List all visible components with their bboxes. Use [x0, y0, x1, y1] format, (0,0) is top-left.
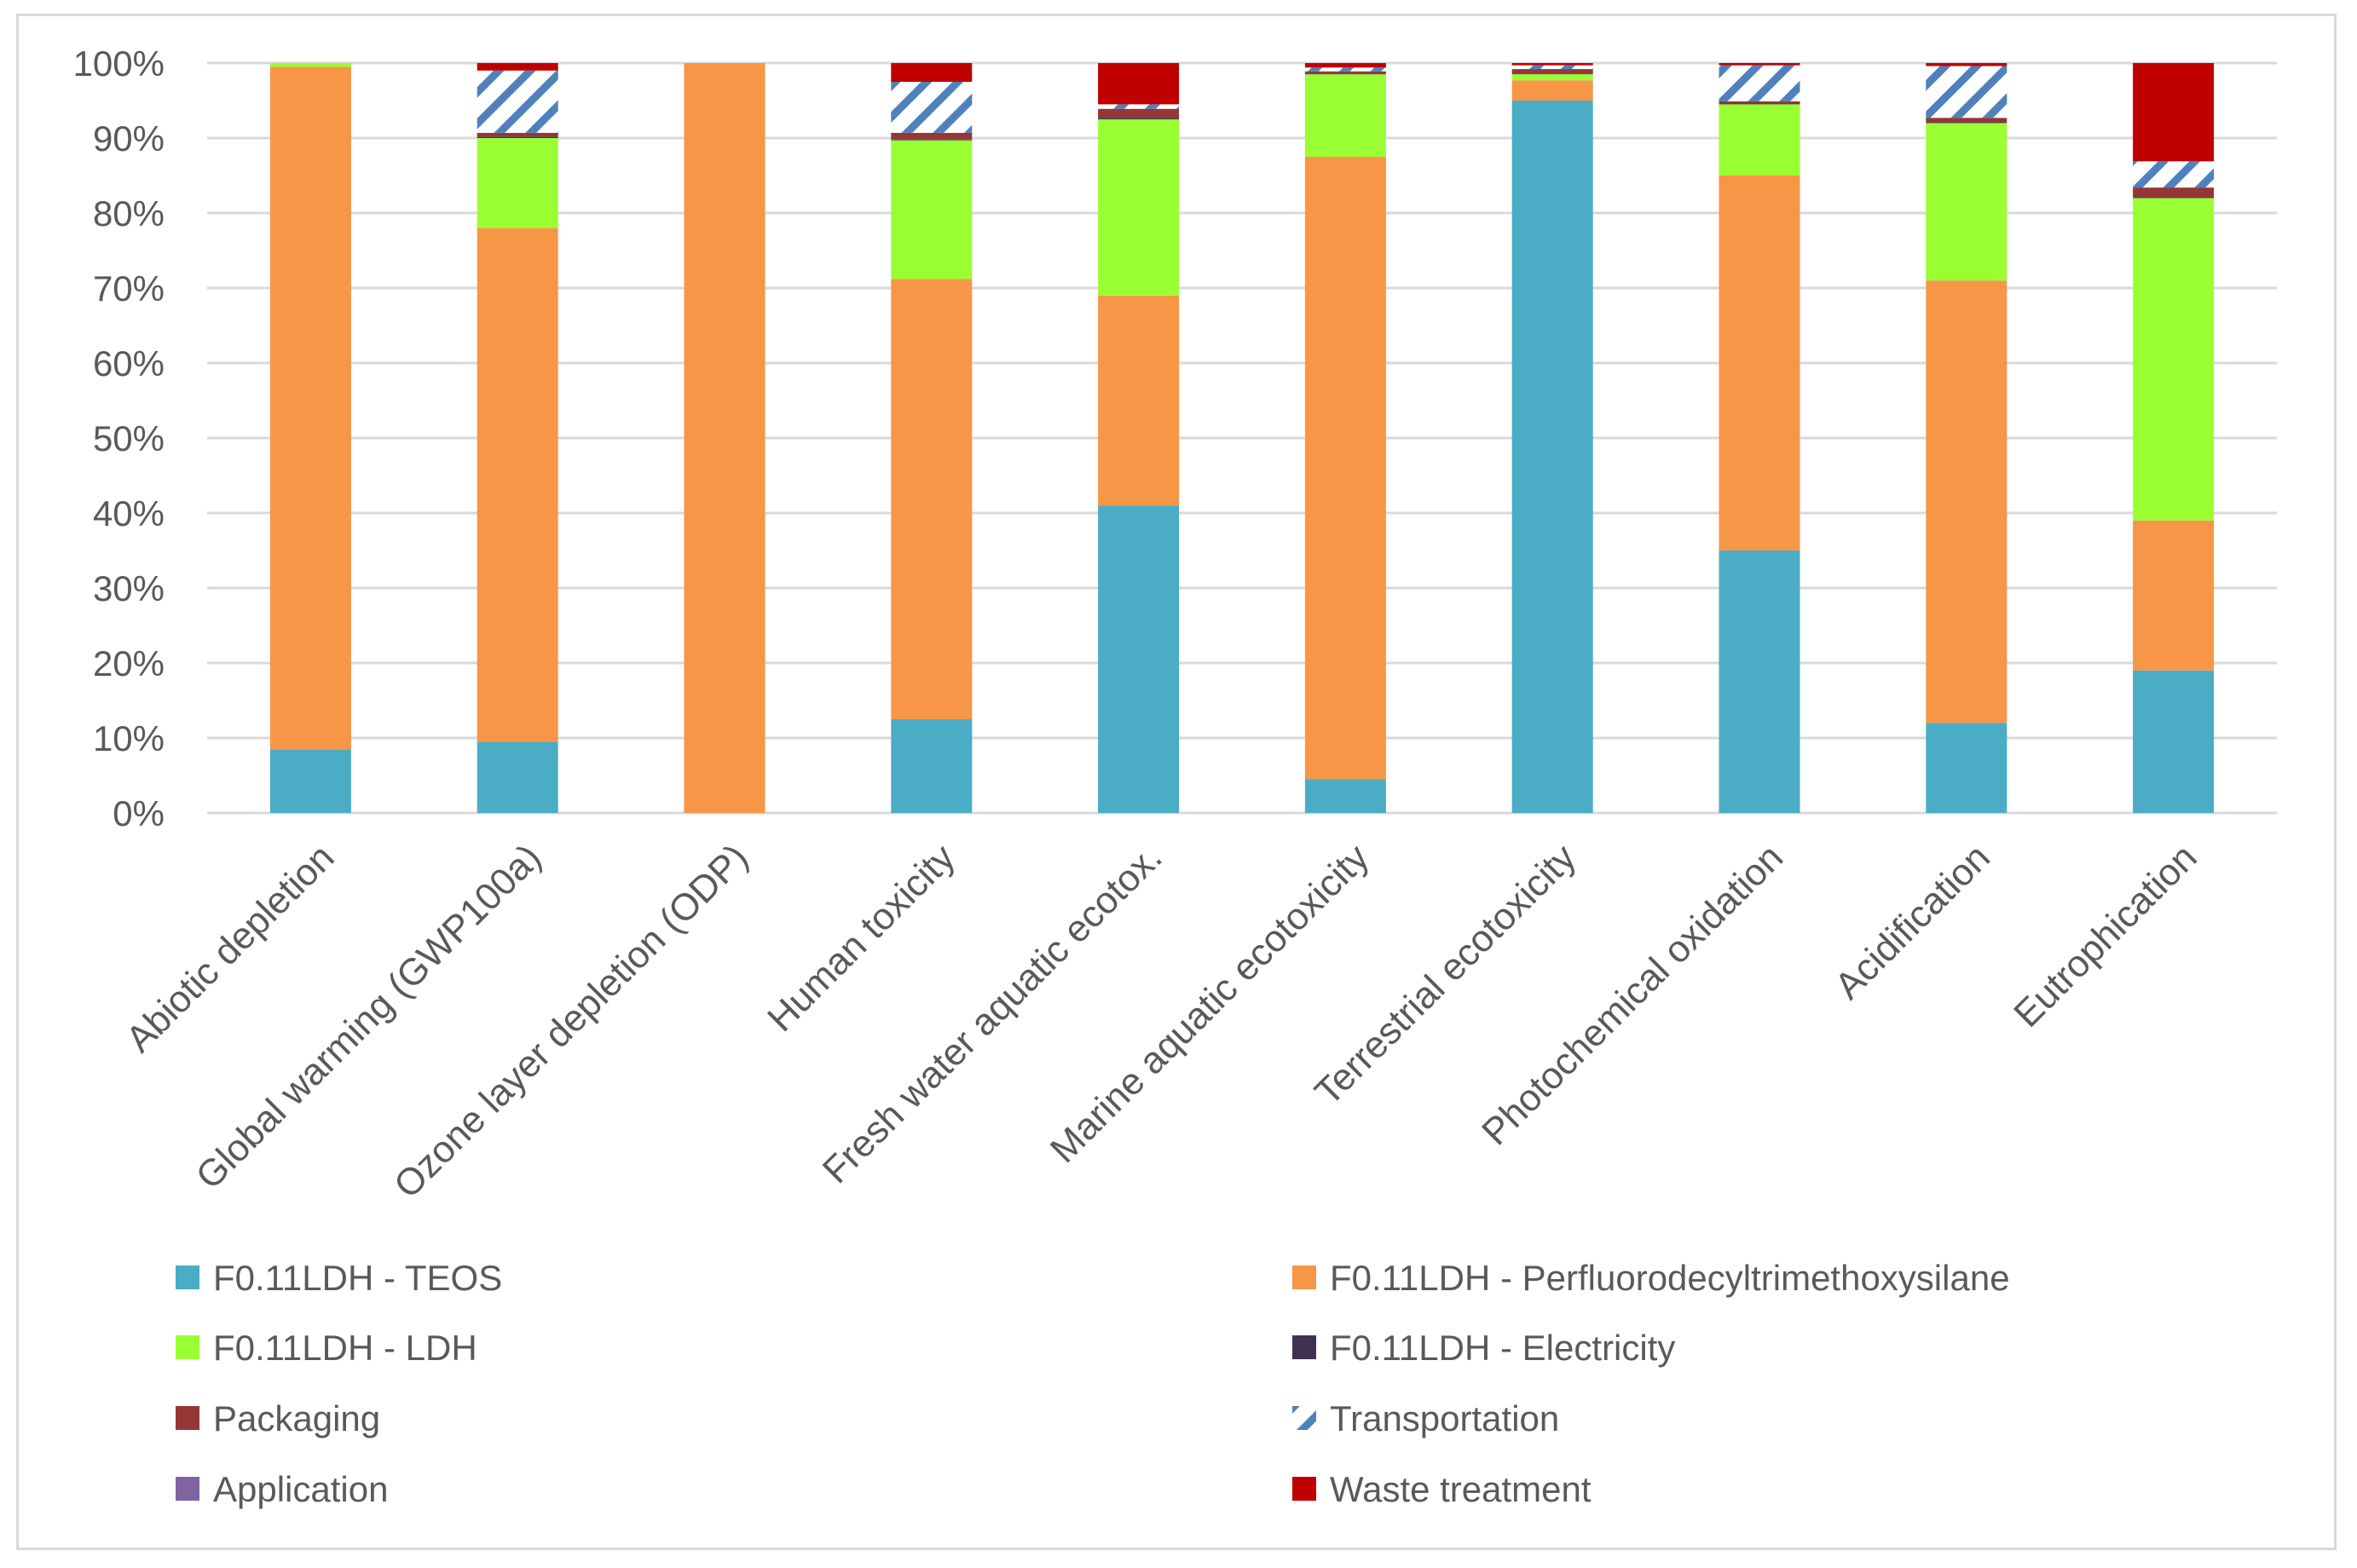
bar-segment: [1719, 551, 1800, 813]
bar-segment: [1304, 779, 1386, 813]
x-tick-label: Fresh water aquatic ecotox.: [815, 836, 1170, 1191]
bar-segment: [2133, 670, 2215, 813]
bar-segment: [1926, 63, 2007, 66]
bar-segment: [2133, 520, 2215, 671]
bar-segment: [1926, 123, 2007, 281]
legend-label: Application: [213, 1469, 388, 1509]
bar-segment: [1511, 63, 1593, 66]
bar-segment: [477, 63, 558, 71]
y-tick-label: 60%: [93, 343, 165, 383]
bar-segment: [1926, 66, 2007, 118]
bar-segment: [1304, 74, 1386, 157]
bar-segment: [1719, 104, 1800, 176]
bar-segment: [2133, 63, 2215, 162]
bar-segment: [1098, 119, 1180, 296]
bar-segment: [891, 719, 973, 813]
y-tick-label: 20%: [93, 643, 165, 683]
x-tick-label: Abiotic depletion: [118, 836, 343, 1060]
bar-segment: [1511, 65, 1593, 70]
bar-segment: [1304, 67, 1386, 72]
legend-label: Waste treatment: [1330, 1469, 1592, 1509]
x-tick-label: Human toxicity: [760, 836, 963, 1040]
y-tick-label: 70%: [93, 268, 165, 308]
bar-segment: [477, 136, 558, 138]
legend-label: F0.11LDH - Electricity: [1330, 1328, 1675, 1368]
bar-segment: [269, 749, 351, 813]
y-tick-label: 0%: [113, 793, 165, 833]
y-tick-label: 100%: [73, 43, 165, 84]
bar-segment: [891, 279, 973, 719]
bar-segment: [1304, 71, 1386, 74]
bar-segment: [1511, 74, 1593, 81]
bar-segment: [477, 228, 558, 742]
bar-segment: [1511, 80, 1593, 101]
bar-segment: [1304, 73, 1386, 75]
bar-segment: [1304, 157, 1386, 780]
bar-segment: [1719, 101, 1800, 104]
x-tick-label: Eutrophication: [2006, 836, 2205, 1035]
bar-segment: [891, 82, 973, 133]
y-tick-label: 50%: [93, 418, 165, 458]
bar-segment: [891, 132, 973, 140]
bar-segment: [1098, 295, 1180, 506]
bar-segment: [1926, 122, 2007, 124]
legend-label: F0.11LDH - Perfluorodecyltrimethoxysilan…: [1330, 1258, 2010, 1298]
y-tick-label: 90%: [93, 118, 165, 159]
bar-segment: [891, 139, 973, 141]
legend-label: Transportation: [1330, 1398, 1559, 1438]
bar-segment: [477, 741, 558, 813]
bar-segment: [1719, 65, 1800, 101]
bar-segment: [2133, 161, 2215, 188]
legend-swatch: [176, 1406, 199, 1430]
bar-segment: [477, 70, 558, 133]
bar-segment: [684, 63, 765, 813]
bar-segment: [269, 63, 351, 67]
bar-segment: [1304, 63, 1386, 68]
y-tick-label: 30%: [93, 568, 165, 608]
legend-label: F0.11LDH - LDH: [213, 1328, 477, 1368]
legend-swatch: [176, 1265, 199, 1289]
bar-segment: [1719, 176, 1800, 551]
bar-segment: [1511, 73, 1593, 75]
bar-segment: [269, 66, 351, 750]
legend-swatch: [176, 1335, 199, 1359]
bar-segment: [891, 140, 973, 280]
legend-swatch: [176, 1477, 199, 1501]
bar-segment: [1926, 280, 2007, 723]
bar-segment: [477, 138, 558, 228]
x-tick-label: Global warming (GWP100a): [188, 836, 550, 1197]
bar-segment: [1926, 118, 2007, 123]
bar-segment: [2133, 198, 2215, 521]
bar-segment: [477, 132, 558, 137]
bar-segment: [1098, 63, 1180, 105]
bar-segment: [2133, 197, 2215, 199]
bar-segment: [1098, 104, 1180, 109]
legend-label: F0.11LDH - TEOS: [213, 1258, 502, 1298]
bar-segment: [1098, 118, 1180, 119]
bar-segment: [1511, 69, 1593, 74]
bar-segment: [2133, 187, 2215, 198]
bar-segment: [1719, 103, 1800, 105]
chart-frame: [16, 14, 2337, 1550]
bar-segment: [1511, 101, 1593, 813]
x-tick-label: Ozone layer depletion (ODP): [386, 836, 756, 1206]
bar-segment: [1098, 108, 1180, 118]
y-tick-label: 80%: [93, 193, 165, 233]
y-tick-label: 40%: [93, 493, 165, 533]
legend-swatch: [1292, 1335, 1316, 1359]
legend-swatch: [1292, 1406, 1316, 1430]
bar-segment: [1719, 63, 1800, 66]
y-tick-label: 10%: [93, 718, 165, 758]
bar-segment: [1926, 723, 2007, 813]
x-tick-label: Acidification: [1827, 836, 1998, 1007]
bar-segment: [891, 63, 973, 82]
legend-swatch: [1292, 1477, 1316, 1501]
bar-segment: [1098, 505, 1180, 813]
legend-label: Packaging: [213, 1398, 380, 1438]
legend-swatch: [1292, 1265, 1316, 1289]
